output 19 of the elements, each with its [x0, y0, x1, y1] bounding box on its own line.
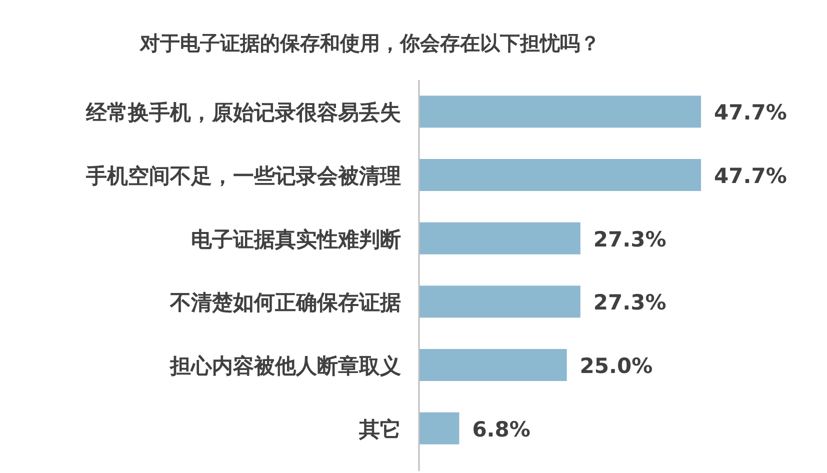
- bar: [419, 286, 580, 318]
- data-label: 25.0%: [580, 354, 653, 378]
- data-label: 47.7%: [714, 164, 787, 188]
- bar: [419, 412, 460, 444]
- y-tick-label: 经常换手机，原始记录很容易丢失: [85, 100, 401, 125]
- data-label: 47.7%: [714, 100, 787, 125]
- data-label: 27.3%: [593, 227, 666, 252]
- bar: [419, 96, 701, 128]
- y-tick-label: 不清楚如何正确保存证据: [169, 290, 401, 315]
- y-tick-label: 担心内容被他人断章取义: [169, 354, 401, 378]
- bar: [419, 349, 567, 381]
- bar: [419, 159, 701, 191]
- y-tick-label: 电子证据真实性难判断: [191, 227, 401, 252]
- data-label: 27.3%: [593, 290, 666, 315]
- y-tick-label: 手机空间不足，一些记录会被清理: [85, 164, 401, 188]
- bar: [419, 222, 580, 254]
- data-label: 6.8%: [472, 417, 530, 442]
- chart-title: 对于电子证据的保存和使用，你会存在以下担忧吗？: [139, 31, 600, 55]
- y-tick-label: 其它: [358, 417, 401, 442]
